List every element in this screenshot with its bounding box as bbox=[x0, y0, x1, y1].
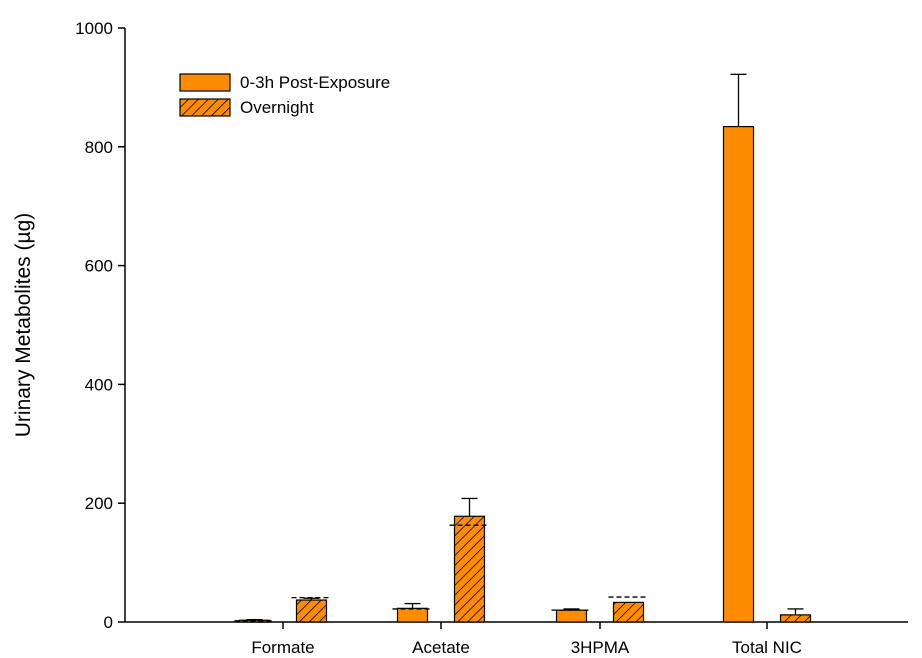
bar bbox=[295, 599, 328, 623]
bar bbox=[555, 609, 588, 623]
legend: 0-3h Post-Exposure Overnight bbox=[179, 73, 390, 117]
y-axis-title: Urinary Metabolites (µg) bbox=[12, 213, 35, 438]
bar bbox=[722, 126, 755, 623]
bars bbox=[234, 73, 812, 623]
x-tick-label: Acetate bbox=[412, 638, 470, 657]
y-tick-label: 600 bbox=[85, 257, 113, 276]
bar bbox=[453, 515, 486, 623]
x-tick-label: Formate bbox=[251, 638, 314, 657]
x-tick-label: 3HPMA bbox=[571, 638, 630, 657]
bar bbox=[396, 607, 429, 623]
y-tick-label: 400 bbox=[85, 375, 113, 394]
x-tick-label: Total NIC bbox=[732, 638, 802, 657]
y-tick-label: 0 bbox=[104, 613, 113, 632]
legend-label: Overnight bbox=[240, 98, 314, 117]
y-tick-label: 1000 bbox=[75, 19, 113, 38]
legend-swatch bbox=[179, 98, 231, 117]
axes: 0 200 400 600 800 1000 Formate Acetate 3HPMA Tota… bbox=[75, 19, 908, 657]
bar bbox=[612, 601, 645, 623]
y-tick-label: 800 bbox=[85, 138, 113, 157]
legend-label: 0-3h Post-Exposure bbox=[240, 73, 390, 92]
bar bbox=[779, 614, 812, 623]
legend-swatch bbox=[179, 73, 231, 92]
y-tick-label: 200 bbox=[85, 494, 113, 513]
